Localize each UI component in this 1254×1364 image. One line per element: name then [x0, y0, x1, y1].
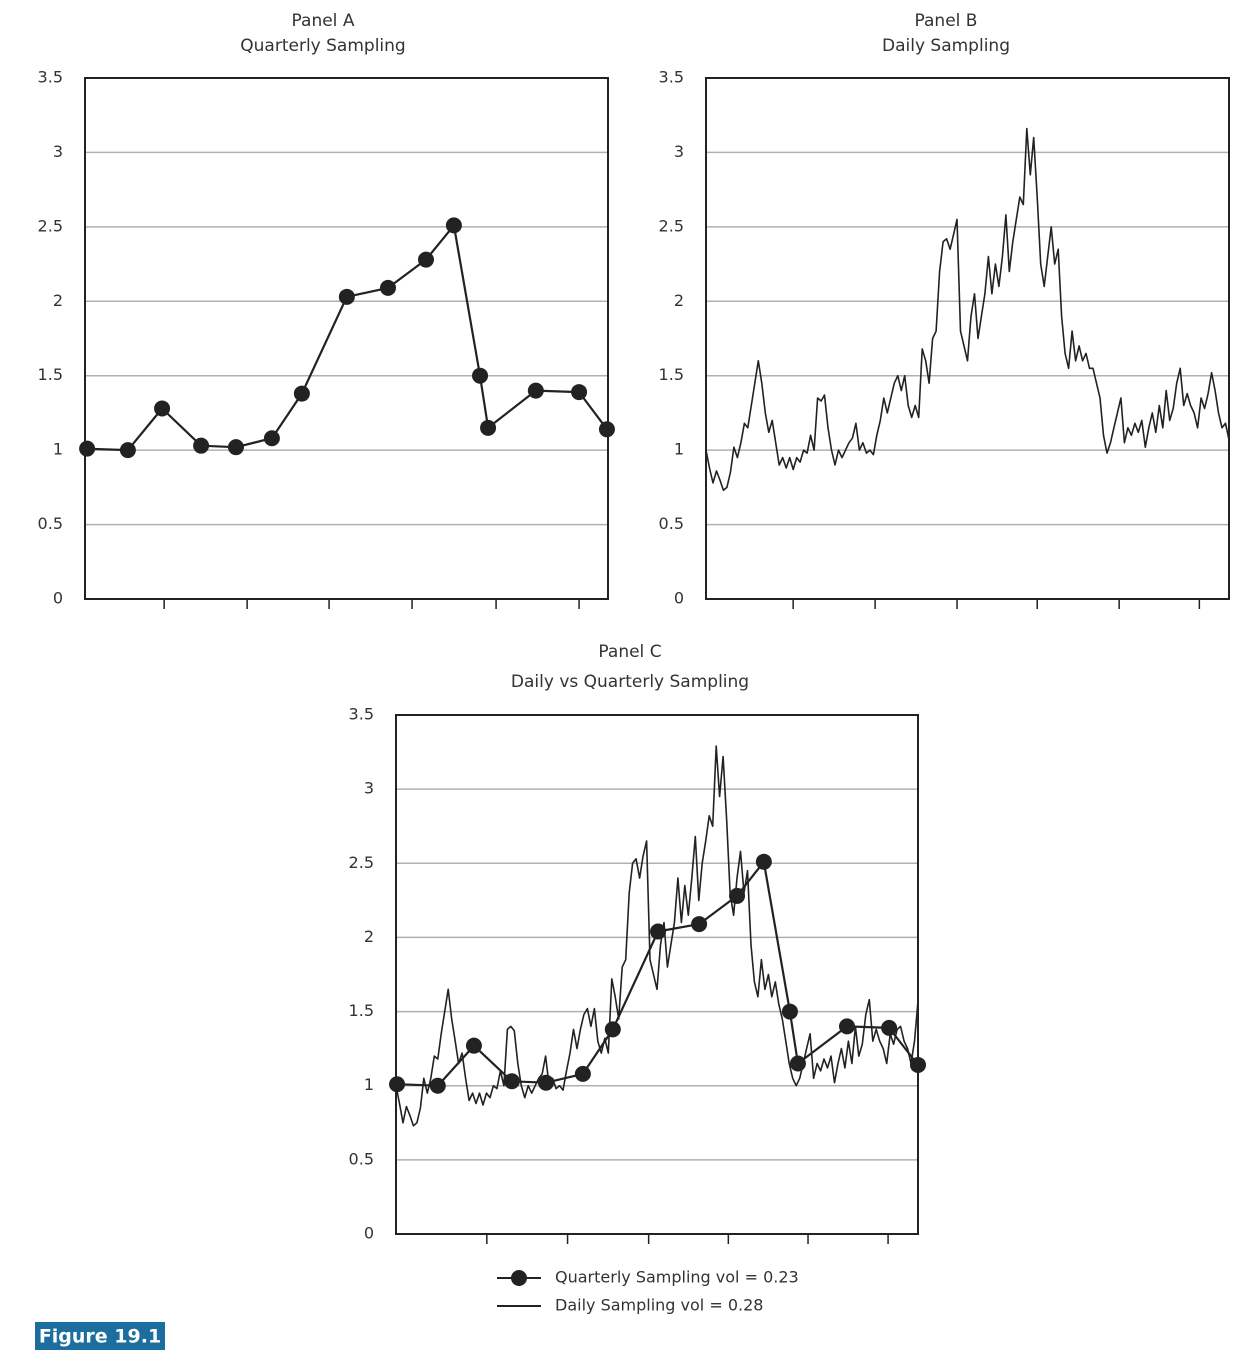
legend-label: Quarterly Sampling vol = 0.23	[555, 1268, 799, 1287]
y-tick-label: 1.5	[38, 365, 63, 384]
y-tick-label: 1	[674, 440, 684, 459]
marker	[338, 288, 355, 305]
marker	[417, 251, 434, 268]
marker	[881, 1019, 898, 1036]
marker	[472, 367, 489, 384]
y-tick-label: 0.5	[38, 514, 63, 533]
y-tick-label: 0.5	[659, 514, 684, 533]
marker	[527, 382, 544, 399]
plot-frame	[395, 714, 919, 1235]
chart-title: Panel C	[598, 642, 661, 662]
marker	[480, 419, 497, 436]
chart-subtitle: Daily vs Quarterly Sampling	[511, 672, 749, 692]
marker	[571, 384, 588, 401]
y-tick-label: 2.5	[349, 853, 374, 872]
figure-label: Figure 19.1	[39, 1326, 161, 1348]
marker	[781, 1003, 798, 1020]
chart-subtitle: Quarterly Sampling	[240, 36, 405, 56]
marker	[604, 1021, 621, 1038]
y-tick-label: 0	[53, 589, 63, 608]
y-tick-label: 3	[53, 142, 63, 161]
y-tick-label: 3	[674, 142, 684, 161]
chart-title: Panel A	[292, 11, 355, 31]
marker	[574, 1065, 591, 1082]
chart-subtitle: Daily Sampling	[882, 36, 1010, 56]
marker	[263, 430, 280, 447]
marker	[910, 1056, 926, 1073]
marker	[79, 440, 96, 457]
marker	[193, 437, 210, 454]
y-tick-label: 1	[364, 1075, 374, 1094]
plot-frame	[84, 77, 609, 600]
y-tick-label: 0	[674, 589, 684, 608]
marker	[691, 916, 708, 933]
y-tick-label: 1.5	[659, 365, 684, 384]
marker	[389, 1076, 406, 1093]
marker	[379, 279, 396, 296]
y-tick-label: 1	[53, 440, 63, 459]
y-tick-label: 3.5	[349, 705, 374, 724]
marker	[429, 1077, 446, 1094]
marker	[598, 421, 615, 438]
series-line	[395, 745, 919, 1127]
marker	[445, 217, 462, 234]
y-tick-label: 2.5	[38, 216, 63, 235]
marker	[755, 853, 772, 870]
marker	[227, 439, 244, 456]
y-tick-label: 1.5	[349, 1001, 374, 1020]
figure-label-box	[35, 1322, 165, 1350]
marker	[293, 385, 310, 402]
chart-title: Panel B	[915, 11, 978, 31]
legend-label: Daily Sampling vol = 0.28	[555, 1296, 763, 1315]
marker	[503, 1073, 520, 1090]
y-tick-label: 2	[53, 291, 63, 310]
y-tick-label: 0	[364, 1224, 374, 1243]
y-tick-label: 3	[364, 779, 374, 798]
series-line	[396, 860, 919, 1087]
y-tick-label: 3.5	[38, 68, 63, 87]
legend-marker	[511, 1270, 527, 1286]
plot-frame	[705, 77, 1230, 600]
series-line	[87, 224, 608, 452]
marker	[154, 400, 171, 417]
marker	[729, 887, 746, 904]
y-tick-label: 2	[364, 927, 374, 946]
series-line	[705, 127, 1230, 492]
y-tick-label: 3.5	[659, 68, 684, 87]
y-tick-label: 0.5	[349, 1149, 374, 1168]
marker	[537, 1074, 554, 1091]
marker	[119, 442, 136, 459]
marker	[465, 1037, 482, 1054]
marker	[839, 1018, 856, 1035]
y-tick-label: 2.5	[659, 216, 684, 235]
y-tick-label: 2	[674, 291, 684, 310]
